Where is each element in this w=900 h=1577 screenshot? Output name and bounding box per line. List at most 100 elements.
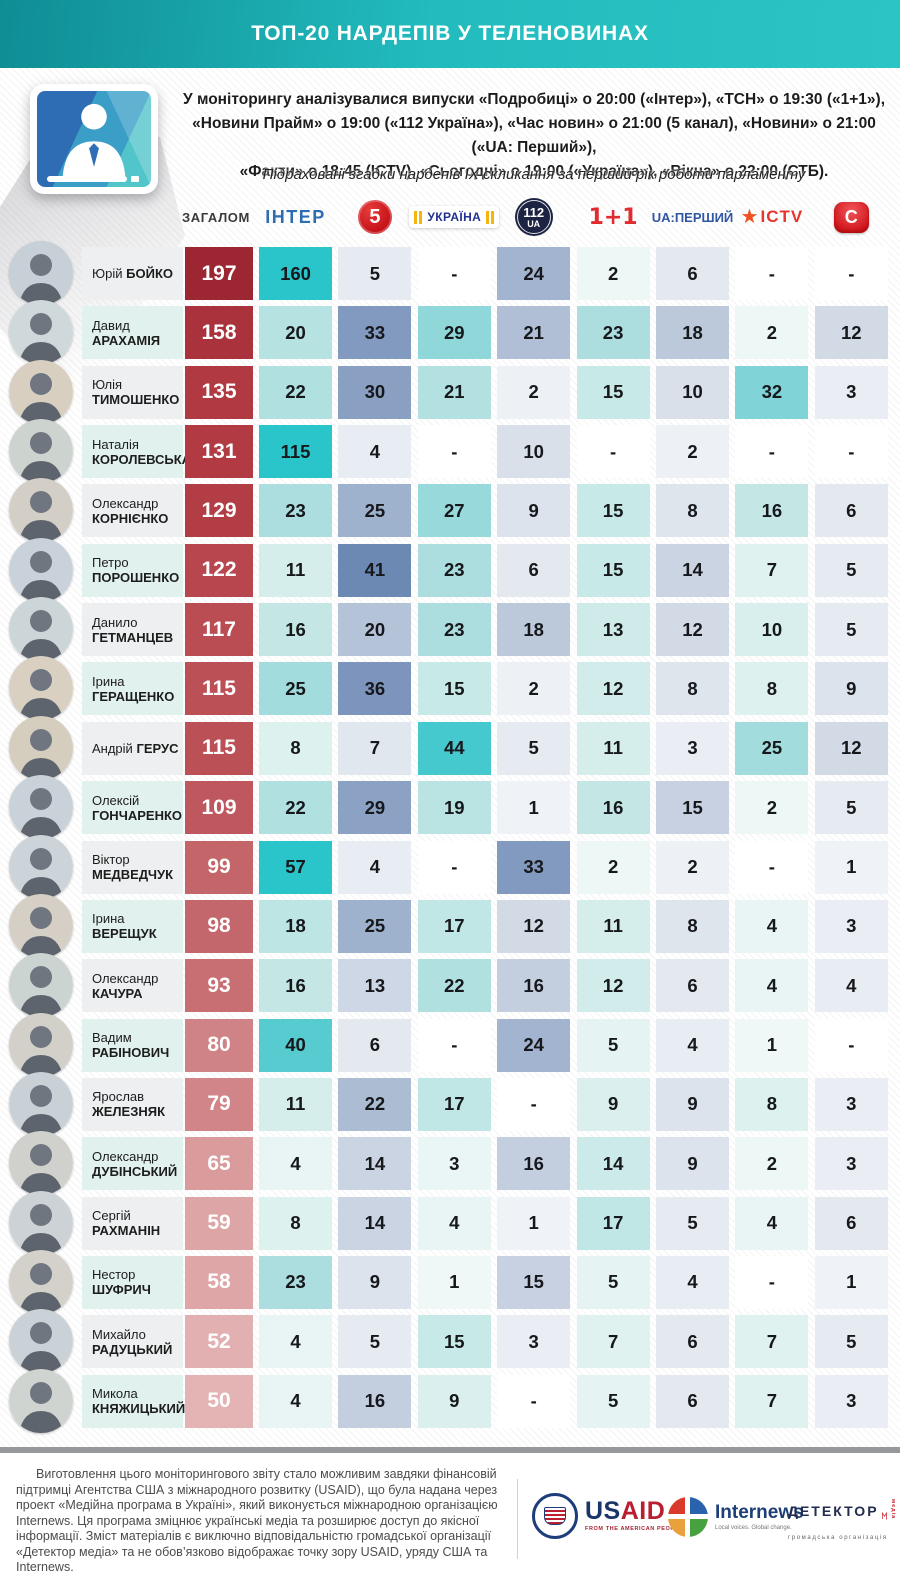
total-cell: 122: [185, 543, 253, 597]
total-cell: 131: [185, 425, 253, 479]
portrait-silhouette-icon: [9, 1368, 73, 1433]
table-row: Олександр ДУБІНСЬКИЙ 65 4 14 3 16 14 9 2 3: [0, 1131, 900, 1196]
value-cell-ictv: 2: [735, 1137, 809, 1191]
value-cell-stb: 3: [814, 1374, 888, 1428]
value-cell-ictv: 10: [735, 603, 809, 657]
ictv-star-icon: ★: [740, 206, 759, 228]
portrait-silhouette-icon: [9, 1071, 73, 1136]
channel-header-ukraina: УКРАЇНА: [409, 194, 500, 240]
value-cell-stb: 6: [814, 1196, 888, 1250]
table-row: Петро ПОРОШЕНКО 122 11 41 23 6 15 14 7 5: [0, 537, 900, 602]
5kanal-logo: 5: [357, 200, 392, 234]
value-cell-ictv: 4: [735, 899, 809, 953]
portrait-silhouette-icon: [9, 1309, 73, 1374]
table-row: Олександр КОРНІЄНКО 129 23 25 27 9 15 8 16 6: [0, 478, 900, 543]
mp-photo: [9, 1131, 73, 1196]
value-cell-1plus1: 15: [576, 543, 650, 597]
mp-name: Данило ГЕТМАНЦЕВ: [82, 603, 183, 657]
mp-name: Віктор МЕДВЕДЧУК: [82, 840, 183, 894]
value-cell-1plus1: -: [576, 425, 650, 479]
portrait-silhouette-icon: [9, 775, 73, 840]
value-cell-112ua: 18: [497, 603, 571, 657]
portrait-silhouette-icon: [9, 478, 73, 543]
stb-logo: С: [833, 201, 869, 233]
usaid-wordmark: USAID: [585, 1497, 666, 1526]
table-row: Ірина ВЕРЕЩУК 98 18 25 17 12 11 8 4 3: [0, 893, 900, 958]
portrait-silhouette-icon: [9, 834, 73, 899]
value-cell-ukraina: 29: [417, 306, 491, 360]
portrait-silhouette-icon: [9, 715, 73, 780]
value-cell-5kanal: 29: [338, 781, 412, 835]
value-cell-112ua: 15: [497, 1255, 571, 1309]
mp-name: Микола КНЯЖИЦЬКИЙ: [82, 1374, 185, 1428]
value-cell-stb: 3: [814, 365, 888, 419]
value-cell-ictv: 4: [735, 959, 809, 1013]
value-cell-ukraina: 15: [417, 662, 491, 716]
value-cell-ukraina: 3: [417, 1137, 491, 1191]
value-cell-ukraina: -: [417, 1018, 491, 1072]
value-cell-ukraina: 27: [417, 484, 491, 538]
value-cell-stb: 12: [814, 306, 888, 360]
portrait-silhouette-icon: [9, 300, 73, 365]
table-row: Давид АРАХАМІЯ 158 20 33 29 21 23 18 2 12: [0, 300, 900, 365]
table-row: Юлія ТИМОШЕНКО 135 22 30 21 2 15 10 32 3: [0, 359, 900, 424]
value-cell-1plus1: 7: [576, 1315, 650, 1369]
value-cell-1plus1: 5: [576, 1374, 650, 1428]
value-cell-stb: 6: [814, 484, 888, 538]
mp-name: Юрій БОЙКО: [82, 247, 183, 300]
detector-m-pulse-icon: [881, 1511, 887, 1520]
value-cell-stb: 5: [814, 781, 888, 835]
value-cell-5kanal: 14: [338, 1196, 412, 1250]
total-cell: 79: [185, 1077, 253, 1131]
mp-photo: [9, 1368, 73, 1433]
value-cell-ukraina: 23: [417, 603, 491, 657]
ukraina-bars-icon: [486, 210, 495, 224]
value-cell-112ua: 33: [497, 840, 571, 894]
value-cell-112ua: -: [497, 1077, 571, 1131]
value-cell-stb: 5: [814, 603, 888, 657]
value-cell-5kanal: 22: [338, 1077, 412, 1131]
news-anchor-silhouette-icon: [62, 104, 126, 179]
value-cell-112ua: 2: [497, 365, 571, 419]
value-cell-uapershyi: 2: [656, 840, 729, 894]
value-cell-ukraina: -: [417, 247, 491, 300]
table-row: Олександр КАЧУРА 93 16 13 22 16 12 6 4 4: [0, 953, 900, 1018]
mp-name: Наталія КОРОЛЕВСЬКА: [82, 425, 191, 479]
value-cell-inter: 20: [259, 306, 332, 360]
tv-base-bar: [47, 176, 127, 182]
portrait-silhouette-icon: [9, 953, 73, 1018]
heatmap-table: Юрій БОЙКО 197 160 5-24 2 6- - Давид АРАХАМІЯ 15…: [0, 241, 900, 1433]
internews-tagline: Local voices. Global change.: [715, 1525, 792, 1531]
channel-header-1plus1: 1+1: [577, 194, 650, 240]
mp-name: Вадим РАБІНОВИЧ: [82, 1018, 183, 1072]
value-cell-5kanal: 9: [338, 1255, 412, 1309]
value-cell-112ua: 24: [497, 1018, 571, 1072]
value-cell-ictv: 4: [735, 1196, 809, 1250]
mp-photo: [9, 597, 73, 662]
footer-disclaimer-text: Виготовлення цього моніторингового звіту…: [16, 1467, 498, 1574]
value-cell-ukraina: 44: [417, 721, 491, 775]
header-banner: ТОП-20 НАРДЕПІВ У ТЕЛЕНОВИНАХ: [0, 0, 900, 68]
value-cell-5kanal: 20: [338, 603, 412, 657]
mp-name: Олександр ДУБІНСЬКИЙ: [82, 1137, 183, 1191]
total-column-header: ЗАГАЛОМ: [179, 194, 253, 240]
total-cell: 115: [185, 721, 253, 775]
value-cell-uapershyi: 5: [656, 1196, 729, 1250]
total-cell: 98: [185, 899, 253, 953]
tv-screen: [37, 91, 151, 187]
mp-photo: [9, 300, 73, 365]
value-cell-112ua: 1: [497, 781, 571, 835]
value-cell-uapershyi: 18: [656, 306, 729, 360]
usaid-seal-icon: [532, 1493, 578, 1539]
value-cell-uapershyi: 15: [656, 781, 729, 835]
mp-photo: [9, 419, 73, 484]
value-cell-inter: 23: [259, 484, 332, 538]
value-cell-inter: 4: [259, 1137, 332, 1191]
total-cell: 59: [185, 1196, 253, 1250]
value-cell-uapershyi: 2: [656, 425, 729, 479]
value-cell-ictv: -: [735, 1255, 809, 1309]
value-cell-112ua: 9: [497, 484, 571, 538]
inter-logo: ІНТЕР: [265, 206, 326, 227]
value-cell-5kanal: 4: [338, 840, 412, 894]
value-cell-inter: 4: [259, 1374, 332, 1428]
